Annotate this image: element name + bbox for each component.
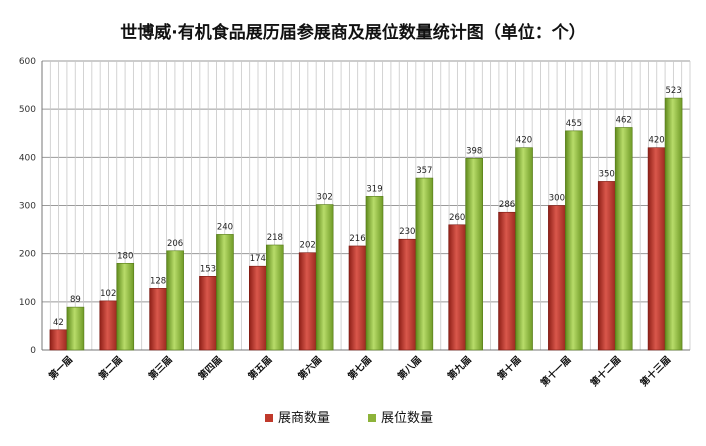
y-tick-label: 300 [19, 202, 36, 212]
data-label: 523 [665, 86, 681, 96]
bar-exhibitors [249, 265, 267, 351]
y-tick-label: 500 [19, 105, 36, 115]
legend-label: 展位数量 [381, 411, 433, 426]
bar-exhibitors [647, 147, 666, 351]
category-label: 第二届 [96, 354, 125, 383]
legend: 展商数量 展位数量 [265, 411, 433, 426]
data-label: 128 [150, 276, 166, 286]
data-label: 153 [200, 264, 216, 274]
category-label: 第十三届 [638, 354, 673, 389]
category-label: 第九届 [445, 354, 474, 383]
data-label: 240 [217, 222, 233, 232]
bar-booths [565, 130, 583, 351]
legend-label: 展商数量 [278, 411, 330, 426]
bar-booths [465, 157, 483, 351]
data-labels: 42 89 102 180 128 206 153 240 174 218 202 302 216 319… [53, 86, 682, 328]
bar-exhibitors [99, 300, 118, 351]
data-label: 174 [250, 254, 266, 264]
data-label: 420 [648, 136, 664, 146]
data-label: 260 [449, 213, 465, 223]
data-label: 319 [366, 184, 382, 194]
bar-exhibitors [149, 288, 167, 351]
bar-exhibitors [548, 205, 566, 351]
bars [49, 97, 683, 351]
bar-exhibitors [348, 245, 367, 351]
category-label: 第十二届 [588, 354, 623, 389]
category-label: 第四届 [196, 354, 225, 383]
category-labels: 第一届 第二届 第三届 第四届 第五届 第六届 第七届 第八届 第九届 第十届 第十一届 第十二届 第十… [46, 354, 673, 389]
y-tick-label: 400 [19, 153, 36, 163]
category-label: 第七届 [345, 354, 374, 383]
bar-booths [515, 147, 533, 351]
bar-booths [415, 177, 434, 351]
data-label: 89 [70, 295, 81, 305]
data-label: 286 [499, 200, 515, 210]
data-label: 398 [466, 146, 482, 156]
data-label: 350 [599, 169, 615, 179]
category-label: 第五届 [246, 354, 275, 383]
bar-exhibitors [498, 211, 516, 351]
bar-exhibitors [298, 252, 317, 351]
category-label: 第一届 [46, 354, 75, 383]
chart-title: 世博威·有机食品展历届参展商及展位数量统计图（单位：个） [120, 22, 585, 43]
bar-booths [315, 204, 334, 351]
bar-booths [166, 250, 184, 351]
y-tick-label: 600 [19, 57, 36, 67]
bar-booths [116, 262, 135, 351]
y-tick-label: 0 [30, 346, 36, 356]
data-label: 420 [516, 136, 532, 146]
bar-exhibitors [199, 276, 217, 351]
y-tick-label: 100 [19, 298, 36, 308]
bar-booths [266, 244, 284, 351]
bar-booths [664, 97, 683, 351]
bar-exhibitors [398, 238, 417, 351]
data-label: 102 [100, 289, 116, 299]
data-label: 462 [616, 115, 632, 125]
bar-exhibitors [49, 329, 68, 351]
data-label: 357 [416, 166, 432, 176]
data-label: 230 [399, 227, 415, 237]
category-label: 第三届 [146, 354, 175, 383]
data-label: 218 [267, 233, 283, 243]
bar-booths [365, 196, 384, 351]
category-label: 第八届 [395, 354, 424, 383]
bar-exhibitors [448, 224, 466, 351]
data-label: 216 [349, 234, 365, 244]
bar-exhibitors [597, 181, 616, 351]
y-tick-label: 200 [19, 250, 36, 260]
data-label: 202 [300, 241, 316, 251]
legend-swatch [368, 414, 376, 422]
data-label: 180 [117, 251, 133, 261]
bar-booths [66, 306, 85, 351]
data-label: 455 [566, 119, 582, 129]
bar-booths [216, 234, 234, 351]
legend-swatch [265, 414, 273, 422]
bar-booths [614, 127, 633, 351]
category-label: 第十届 [495, 354, 524, 383]
data-label: 302 [317, 193, 333, 203]
data-label: 206 [167, 239, 183, 249]
data-label: 42 [53, 318, 64, 328]
category-label: 第六届 [296, 354, 325, 383]
category-label: 第十一届 [538, 354, 573, 389]
data-label: 300 [549, 194, 565, 204]
